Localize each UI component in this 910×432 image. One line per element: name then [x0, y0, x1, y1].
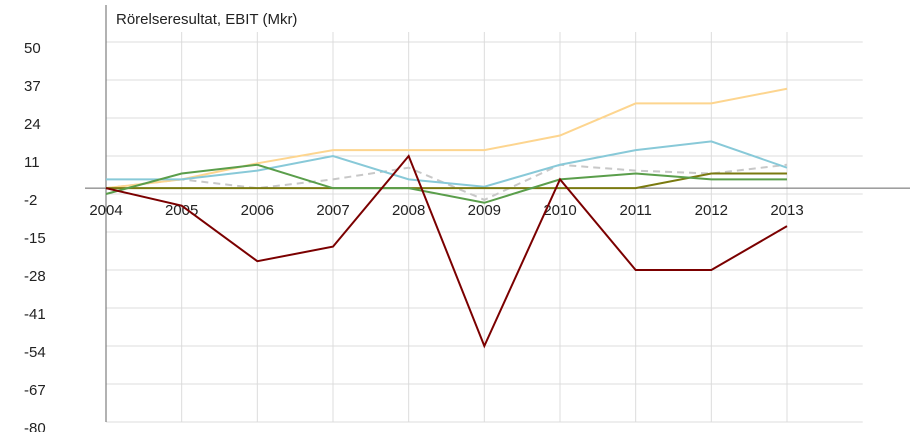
x-tick-label: 2011	[620, 202, 652, 219]
y-tick-label: -80	[24, 420, 46, 432]
x-tick-label: 2009	[468, 202, 501, 219]
y-tick-label: 37	[24, 78, 41, 95]
x-tick-label: 2005	[165, 202, 198, 219]
series-line	[106, 140, 788, 188]
x-tick-label: 2004	[89, 202, 122, 219]
chart-title: Rörelseresultat, EBIT (Mkr)	[116, 11, 297, 28]
x-tick-label: 2006	[241, 202, 274, 219]
y-tick-label: -54	[24, 344, 46, 361]
y-tick-label: -28	[24, 268, 46, 285]
x-tick-label: 2007	[316, 202, 349, 219]
x-tick-label: 2013	[770, 202, 803, 219]
series-line	[105, 163, 787, 204]
y-tick-label: 50	[24, 40, 41, 57]
series-line	[105, 163, 788, 201]
y-tick-label: -67	[24, 382, 46, 399]
series-line	[106, 172, 787, 190]
y-tick-label: 11	[24, 154, 40, 171]
y-tick-label: 24	[24, 116, 41, 133]
series-line	[105, 87, 788, 190]
y-tick-label: -41	[24, 306, 46, 323]
y-tick-label: -15	[24, 230, 46, 247]
y-tick-label: -2	[24, 192, 37, 209]
x-tick-label: 2012	[695, 202, 728, 219]
x-tick-label: 2010	[543, 202, 576, 219]
x-tick-label: 2008	[392, 202, 425, 219]
series-line	[105, 154, 788, 349]
